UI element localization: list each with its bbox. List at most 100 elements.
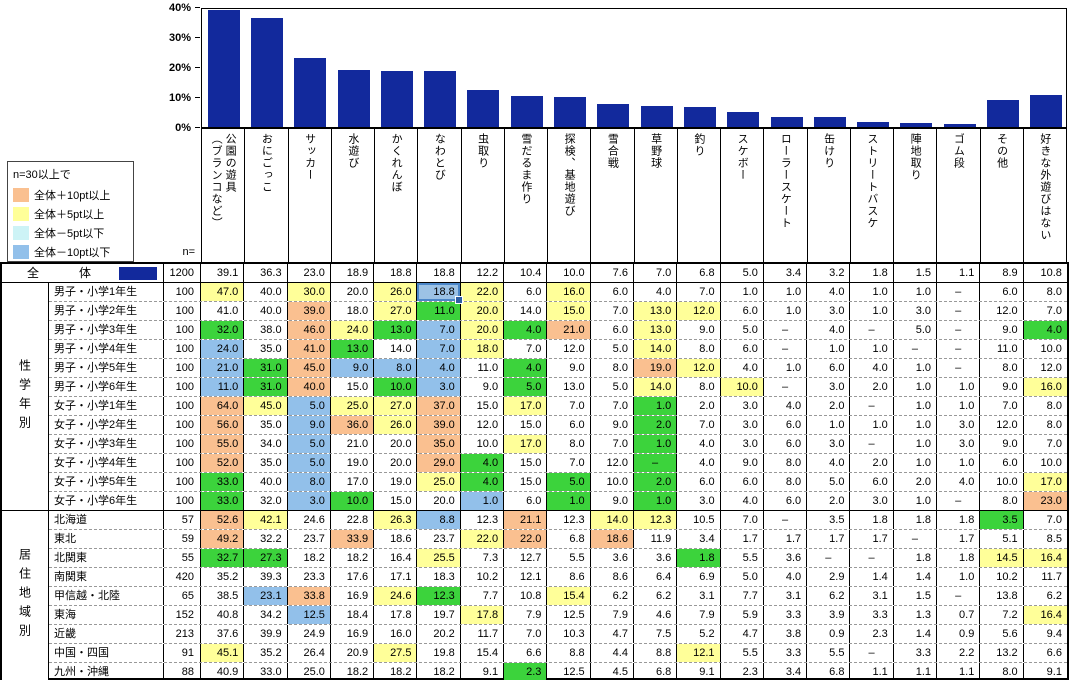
- data-cell[interactable]: 33.0: [244, 663, 288, 680]
- data-cell[interactable]: 9.0: [677, 321, 721, 339]
- data-cell[interactable]: 18.8: [417, 264, 461, 282]
- data-cell[interactable]: –: [937, 321, 981, 339]
- data-cell[interactable]: 16.0: [1023, 378, 1067, 396]
- data-cell[interactable]: 5.0: [721, 568, 764, 586]
- data-cell[interactable]: 6.8: [807, 663, 851, 680]
- data-cell[interactable]: 32.0: [244, 492, 288, 510]
- data-cell[interactable]: 13.8: [980, 587, 1024, 605]
- data-cell[interactable]: 4.0: [721, 359, 764, 377]
- data-cell[interactable]: 1.8: [937, 549, 981, 567]
- data-cell[interactable]: 33.0: [201, 492, 245, 510]
- data-cell[interactable]: 5.0: [287, 397, 331, 415]
- data-cell[interactable]: 18.8: [417, 283, 463, 304]
- data-cell[interactable]: 8.0: [287, 473, 331, 491]
- data-cell[interactable]: 11.0: [417, 302, 461, 320]
- n-value[interactable]: 88: [164, 663, 201, 680]
- data-cell[interactable]: 15.4: [547, 587, 591, 605]
- data-cell[interactable]: 3.9: [807, 606, 851, 624]
- row-label[interactable]: 女子・小学5年生: [49, 473, 164, 491]
- column-header[interactable]: 雪だるま作り: [505, 129, 548, 262]
- data-cell[interactable]: 1.7: [850, 530, 894, 548]
- data-cell[interactable]: 9.1: [677, 663, 721, 680]
- data-cell[interactable]: 1.0: [850, 340, 894, 358]
- data-cell[interactable]: 19.0: [374, 473, 418, 491]
- data-cell[interactable]: 1.0: [937, 397, 981, 415]
- data-cell[interactable]: 20.0: [460, 321, 505, 339]
- data-cell[interactable]: 2.3: [721, 663, 764, 680]
- data-cell[interactable]: 6.4: [634, 568, 678, 586]
- data-cell[interactable]: 25.0: [330, 397, 375, 415]
- column-header[interactable]: その他: [981, 129, 1024, 262]
- data-cell[interactable]: 5.1: [980, 530, 1024, 548]
- data-cell[interactable]: 5.0: [721, 321, 764, 339]
- data-cell[interactable]: 7.0: [677, 283, 721, 301]
- data-cell[interactable]: 27.5: [374, 644, 418, 662]
- row-label[interactable]: 女子・小学6年生: [49, 492, 164, 510]
- column-header[interactable]: 草野球: [635, 129, 678, 262]
- data-cell[interactable]: 4.0: [850, 359, 894, 377]
- data-cell[interactable]: 2.0: [633, 473, 678, 491]
- data-cell[interactable]: 18.8: [374, 264, 418, 282]
- data-cell[interactable]: 15.0: [504, 454, 548, 472]
- data-cell[interactable]: 13.2: [980, 644, 1024, 662]
- data-cell[interactable]: 1.7: [807, 530, 851, 548]
- data-cell[interactable]: 6.0: [721, 473, 764, 491]
- data-cell[interactable]: 24.0: [330, 321, 375, 339]
- data-cell[interactable]: 1.0: [764, 359, 808, 377]
- data-cell[interactable]: 3.0: [677, 492, 721, 510]
- data-cell[interactable]: 8.8: [634, 644, 678, 662]
- row-label[interactable]: 女子・小学4年生: [49, 454, 164, 472]
- n-value[interactable]: 100: [164, 435, 201, 453]
- data-cell[interactable]: 12.0: [1040, 362, 1062, 374]
- data-cell[interactable]: 6.9: [677, 568, 721, 586]
- data-cell[interactable]: 26.0: [374, 283, 418, 301]
- data-cell[interactable]: 26.3: [374, 511, 418, 529]
- data-cell[interactable]: 4.0: [417, 359, 461, 377]
- data-cell[interactable]: 22.8: [331, 511, 375, 529]
- data-cell[interactable]: 18.0: [331, 302, 375, 320]
- data-cell[interactable]: 6.0: [504, 492, 548, 510]
- data-cell[interactable]: 12.3: [633, 511, 678, 529]
- row-label[interactable]: 東海: [49, 606, 164, 624]
- data-cell[interactable]: 1.0: [894, 378, 938, 396]
- data-cell[interactable]: 8.5: [1046, 533, 1062, 545]
- data-cell[interactable]: 8.0: [1046, 286, 1062, 298]
- data-cell[interactable]: –: [894, 340, 938, 358]
- data-cell[interactable]: 14.0: [633, 340, 678, 358]
- data-cell[interactable]: 4.0: [634, 283, 678, 301]
- data-cell[interactable]: 55.0: [201, 435, 245, 453]
- column-header[interactable]: 陣地取り: [894, 129, 938, 262]
- data-cell[interactable]: 5.9: [721, 606, 764, 624]
- selected-cell-handle[interactable]: [454, 296, 463, 304]
- data-cell[interactable]: 18.9: [331, 264, 375, 282]
- data-cell[interactable]: 39.9: [244, 625, 288, 643]
- data-cell[interactable]: 6.0: [591, 283, 634, 301]
- data-cell[interactable]: 1.8: [850, 511, 894, 529]
- data-cell[interactable]: 2.0: [850, 378, 894, 396]
- column-header[interactable]: 好きな外遊びはない: [1024, 129, 1067, 262]
- n-value[interactable]: 100: [164, 454, 201, 472]
- row-label[interactable]: 女子・小学3年生: [49, 435, 164, 453]
- data-cell[interactable]: 16.4: [1023, 606, 1067, 624]
- data-cell[interactable]: 8.0: [1046, 400, 1062, 412]
- data-cell[interactable]: 1.8: [894, 549, 938, 567]
- data-cell[interactable]: 3.2: [807, 264, 851, 282]
- data-cell[interactable]: 4.0: [807, 283, 851, 301]
- data-cell[interactable]: 12.0: [591, 454, 634, 472]
- data-cell[interactable]: 12.5: [287, 606, 331, 624]
- data-cell[interactable]: 6.0: [721, 302, 764, 320]
- data-cell[interactable]: 9.0: [721, 454, 764, 472]
- data-cell[interactable]: 18.4: [331, 606, 375, 624]
- data-cell[interactable]: 4.0: [504, 359, 548, 377]
- row-label[interactable]: 北関東: [49, 549, 164, 567]
- data-cell[interactable]: 20.0: [460, 302, 505, 320]
- n-value[interactable]: 65: [164, 587, 201, 605]
- data-cell[interactable]: 3.6: [634, 549, 678, 567]
- data-cell[interactable]: 24.0: [201, 340, 245, 358]
- data-cell[interactable]: 4.0: [504, 321, 548, 339]
- data-cell[interactable]: 45.0: [287, 359, 331, 377]
- data-cell[interactable]: 18.0: [460, 340, 505, 358]
- data-cell[interactable]: –: [850, 321, 894, 339]
- data-cell[interactable]: 11.9: [634, 530, 678, 548]
- data-cell[interactable]: 9.0: [287, 416, 331, 434]
